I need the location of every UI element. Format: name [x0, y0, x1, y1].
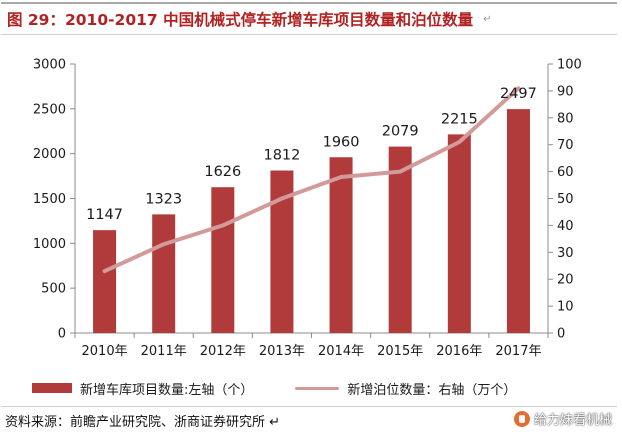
bar-value-label: 1323	[145, 191, 182, 207]
y-right-tick-label: 40	[557, 219, 574, 234]
line-point	[162, 242, 166, 246]
bar-value-label: 1960	[323, 134, 360, 150]
legend-line-label: 新增泊位数量：右轴（万个）	[347, 382, 517, 398]
x-tick-label: 2017年	[495, 344, 541, 359]
bar-value-label: 1147	[86, 207, 123, 223]
legend-item-bars: 新增车库项目数量:左轴（个）	[8, 379, 253, 398]
bar-series	[93, 109, 530, 334]
source-bar: 资料来源：前瞻产业研究院、浙商证券研究所 ↵	[1, 406, 617, 433]
x-tick-label: 2014年	[318, 344, 364, 359]
legend-line-swatch	[295, 386, 340, 390]
y-right-tick-label: 100	[557, 58, 582, 73]
y-right-tick-label: 80	[557, 111, 574, 126]
line-point	[457, 140, 461, 144]
legend-bar-swatch	[32, 383, 72, 393]
x-tick-label: 2013年	[259, 344, 305, 359]
data-labels: 1147 1323 1626 1812 1960 2079 2215 2497	[86, 86, 537, 223]
bar-value-label: 2497	[500, 86, 537, 102]
line-path	[102, 86, 521, 274]
chart-axes: 0 500 1000 1500 2000 2500 3000 0 10 20 30 40 50 60 70 8…	[33, 58, 582, 360]
line-point	[221, 223, 225, 227]
bar	[270, 170, 294, 333]
line-point	[339, 175, 343, 179]
y-left-tick-label: 3000	[33, 58, 66, 73]
bar	[329, 157, 353, 333]
legend-item-line: 新增泊位数量：右轴（万个）	[281, 379, 516, 398]
legend-bar-label: 新增车库项目数量:左轴（个）	[80, 382, 254, 398]
x-tick-label: 2010年	[82, 344, 128, 359]
line-point	[398, 170, 402, 174]
bar-value-label: 2079	[382, 124, 419, 140]
y-right-tick-label: 90	[557, 84, 574, 99]
y-left-tick-label: 0	[58, 327, 66, 342]
bar	[447, 134, 471, 333]
x-tick-label: 2015年	[377, 344, 423, 359]
figure-title-bar: 图 29：2010-2017 中国机械式停车新增车库项目数量和泊位数量 ↵	[1, 2, 617, 35]
y-left-tick-label: 500	[41, 282, 66, 297]
y-right-tick-label: 50	[557, 192, 574, 207]
y-right-tick-label: 30	[557, 246, 574, 261]
bar	[211, 187, 235, 333]
bar-value-label: 1626	[204, 164, 241, 180]
line-point	[103, 269, 107, 273]
y-right-tick-label: 70	[557, 138, 574, 153]
bar	[388, 146, 412, 333]
x-tick-label: 2011年	[141, 344, 187, 359]
y-right-tick-label: 10	[557, 300, 574, 315]
chart-legend: 新增车库项目数量:左轴（个） 新增泊位数量：右轴（万个）	[8, 374, 616, 402]
line-point	[516, 86, 520, 90]
y-right-tick-label: 0	[557, 327, 565, 342]
bar	[93, 230, 117, 333]
y-left-tick-label: 2500	[33, 102, 66, 117]
watermark: 给力妹看机械	[513, 409, 612, 428]
bar	[152, 214, 176, 333]
watermark-logo-icon	[513, 410, 530, 427]
x-tick-label: 2016年	[436, 344, 482, 359]
x-tick-label: 2012年	[200, 344, 246, 359]
y-right-tick-label: 60	[557, 165, 574, 180]
bar-value-label: 2215	[441, 111, 478, 127]
line-series	[102, 86, 521, 274]
source-note: 资料来源：前瞻产业研究院、浙商证券研究所 ↵	[5, 414, 281, 430]
line-point	[280, 197, 284, 200]
y-left-tick-label: 1500	[33, 192, 66, 207]
y-left-tick-label: 2000	[33, 147, 66, 162]
y-right-tick-label: 20	[557, 273, 574, 288]
y-left-tick-label: 1000	[33, 237, 66, 252]
figure-title: 图 29：2010-2017 中国机械式停车新增车库项目数量和泊位数量	[7, 11, 474, 29]
watermark-text: 给力妹看机械	[533, 413, 612, 428]
bar	[506, 109, 530, 334]
return-mark: ↵	[483, 13, 492, 25]
bar-value-label: 1812	[263, 148, 300, 164]
